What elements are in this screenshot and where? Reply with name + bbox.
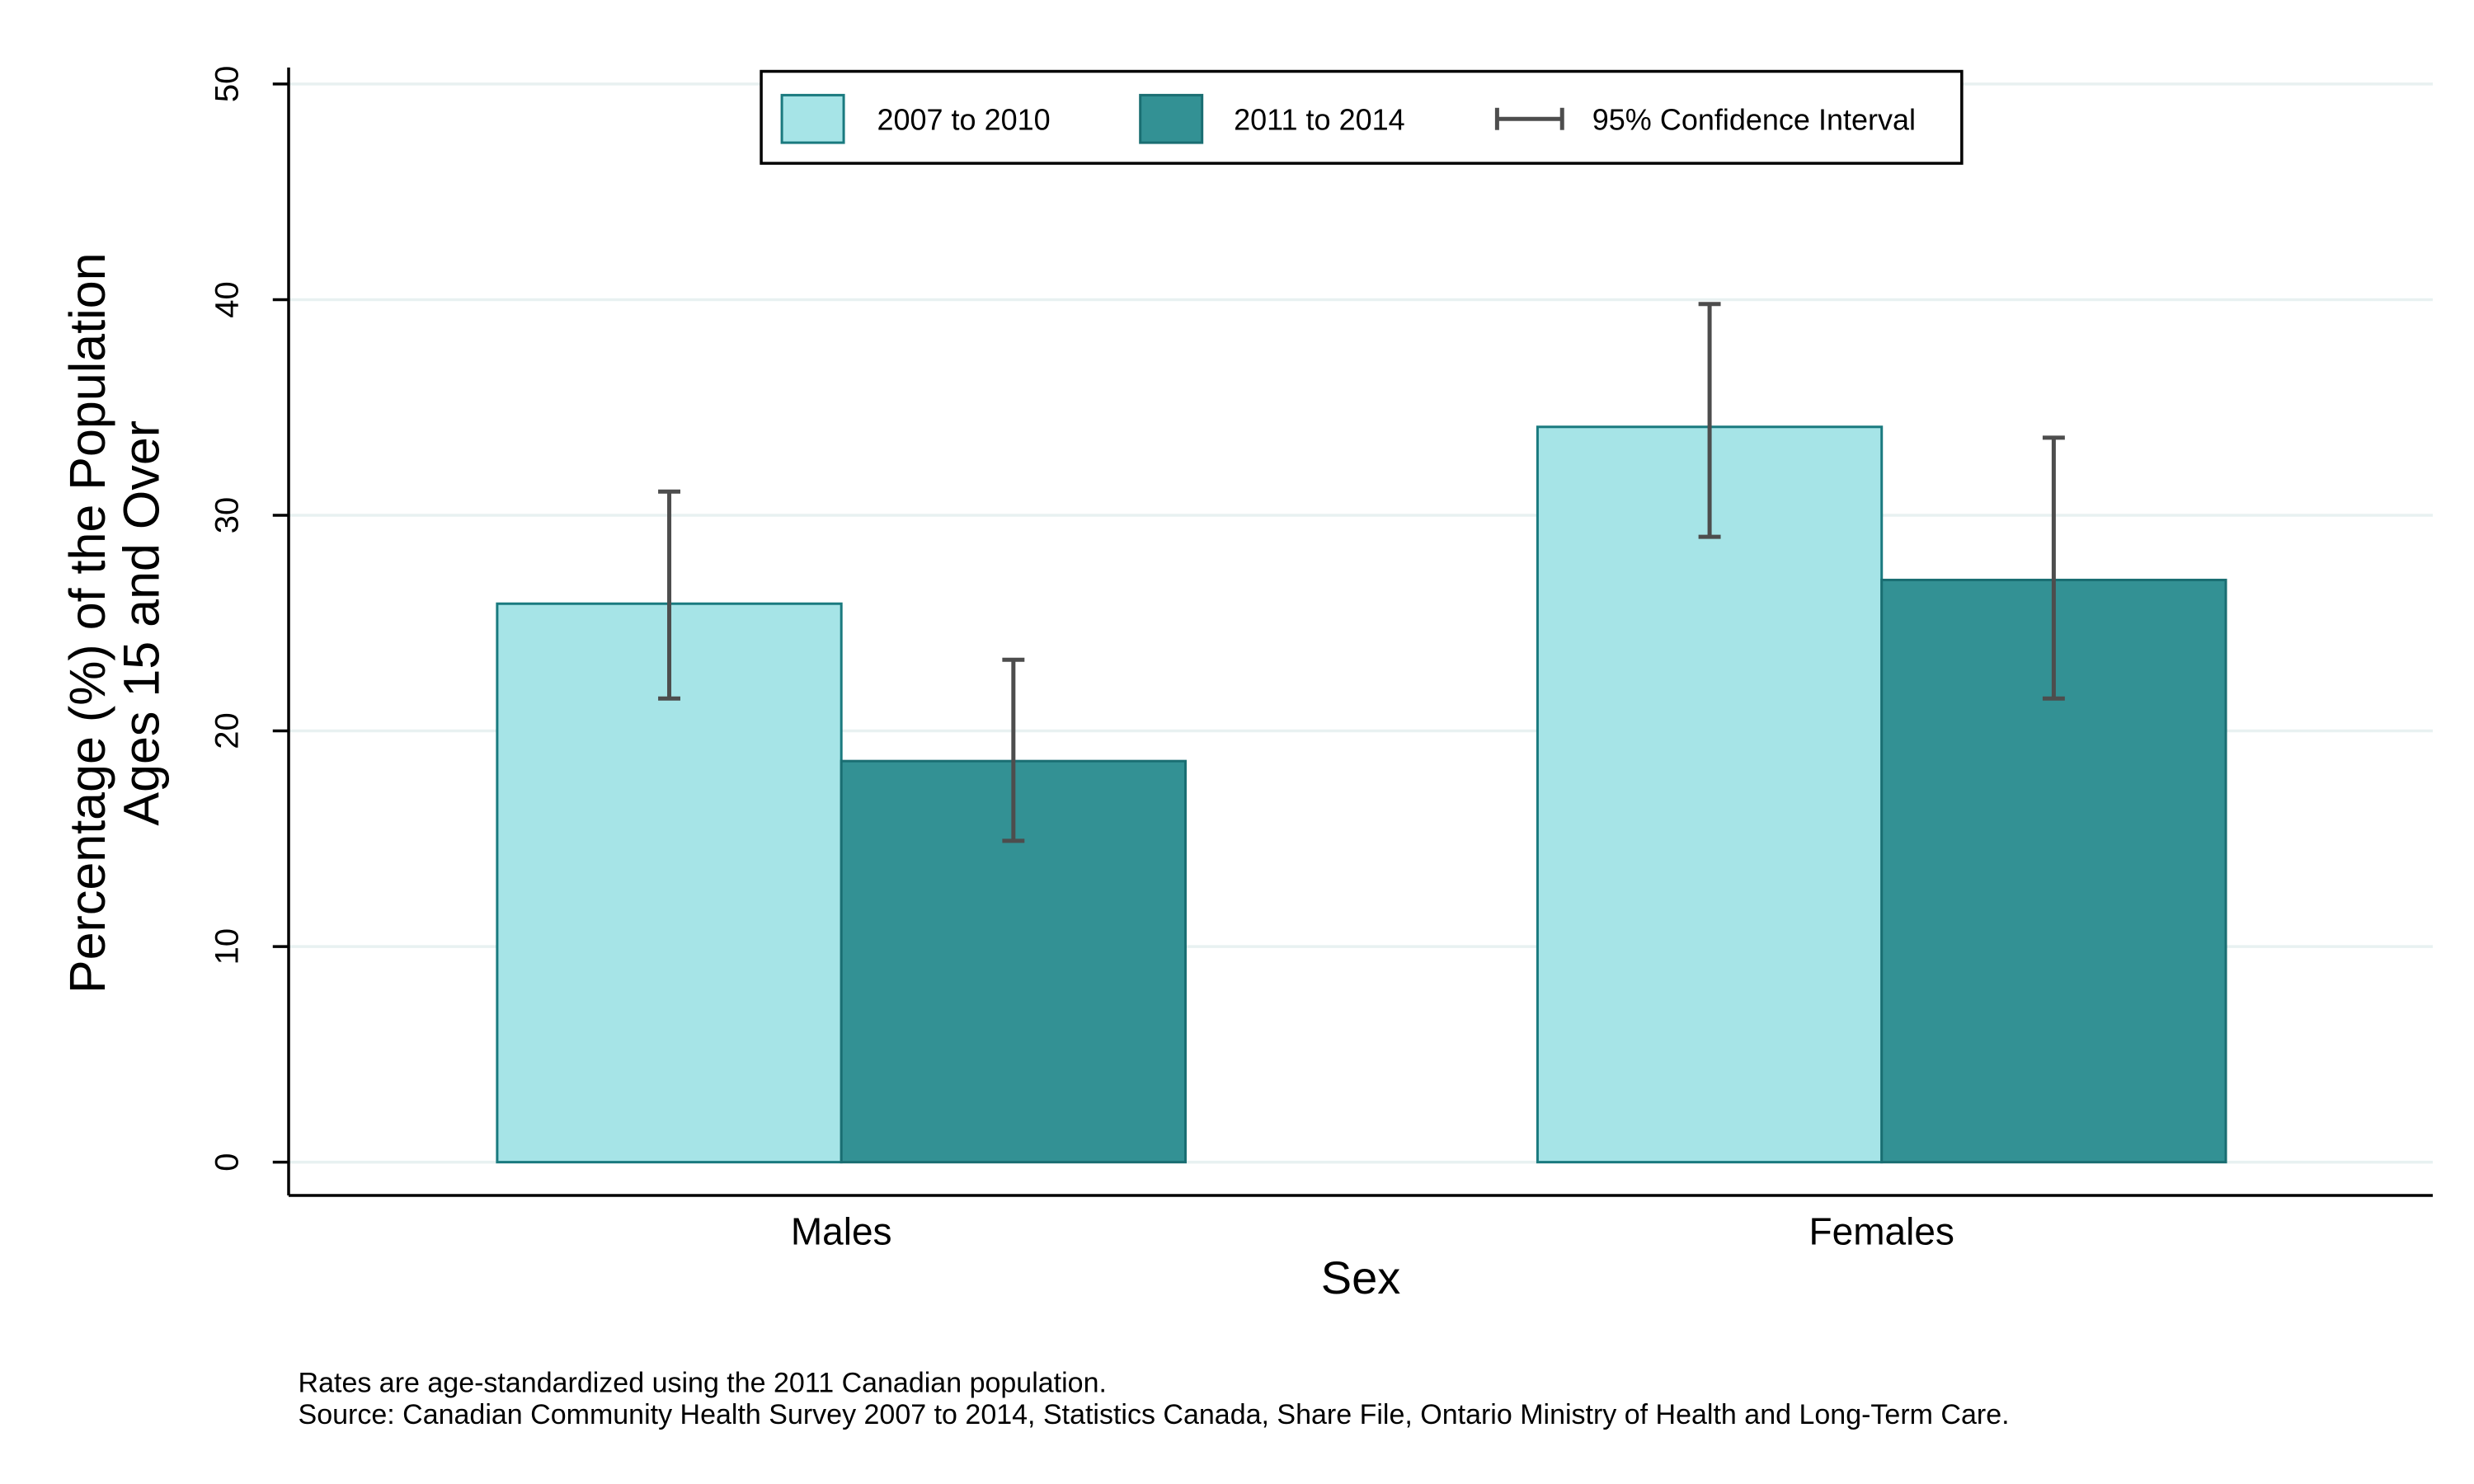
ci-females-2011-to-2014 — [2042, 435, 2065, 701]
x-axis-categories: Males Females — [791, 1210, 1954, 1253]
ci-males-2007-to-2010 — [658, 489, 680, 701]
ci-males-2011-to-2014 — [1002, 657, 1025, 843]
footnote-source: Source: Canadian Community Health Survey… — [299, 1399, 2010, 1430]
legend-label-2011-2014: 2011 to 2014 — [1234, 103, 1405, 137]
bar-females-2007-to-2010 — [1536, 425, 1884, 1164]
y-tick-label-40: 40 — [209, 281, 245, 318]
y-axis-ticks: 0 10 20 30 40 50 — [209, 66, 289, 1172]
legend-swatch-2007-2010 — [780, 93, 845, 144]
y-axis-title-line-1: Percentage (%) of the Population — [59, 252, 115, 993]
y-tick-label-30: 30 — [209, 497, 245, 534]
legend: 2007 to 2010 2011 to 2014 95% Confidence… — [760, 69, 1964, 165]
confidence-intervals — [658, 302, 2065, 843]
x-category-label-females: Females — [1809, 1210, 1954, 1253]
footnote-age-standardized: Rates are age-standardized using the 201… — [299, 1367, 1107, 1398]
x-axis-title: Sex — [1321, 1252, 1401, 1303]
legend-label-confidence-interval: 95% Confidence Interval — [1592, 103, 1916, 137]
x-category-label-males: Males — [791, 1210, 892, 1253]
legend-swatch-2011-2014 — [1139, 93, 1204, 144]
axes — [287, 67, 2433, 1197]
y-tick-label-50: 50 — [209, 66, 245, 103]
y-axis-title-line-2: Ages 15 and Over — [113, 420, 169, 826]
legend-box — [760, 69, 1964, 165]
y-tick-label-10: 10 — [209, 928, 245, 965]
y-tick-label-20: 20 — [209, 712, 245, 749]
y-tick-label-0: 0 — [209, 1153, 245, 1171]
confidence-interval-icon — [1494, 107, 1564, 130]
ci-females-2007-to-2010 — [1698, 302, 1721, 539]
legend-label-2007-2010: 2007 to 2010 — [877, 103, 1050, 137]
